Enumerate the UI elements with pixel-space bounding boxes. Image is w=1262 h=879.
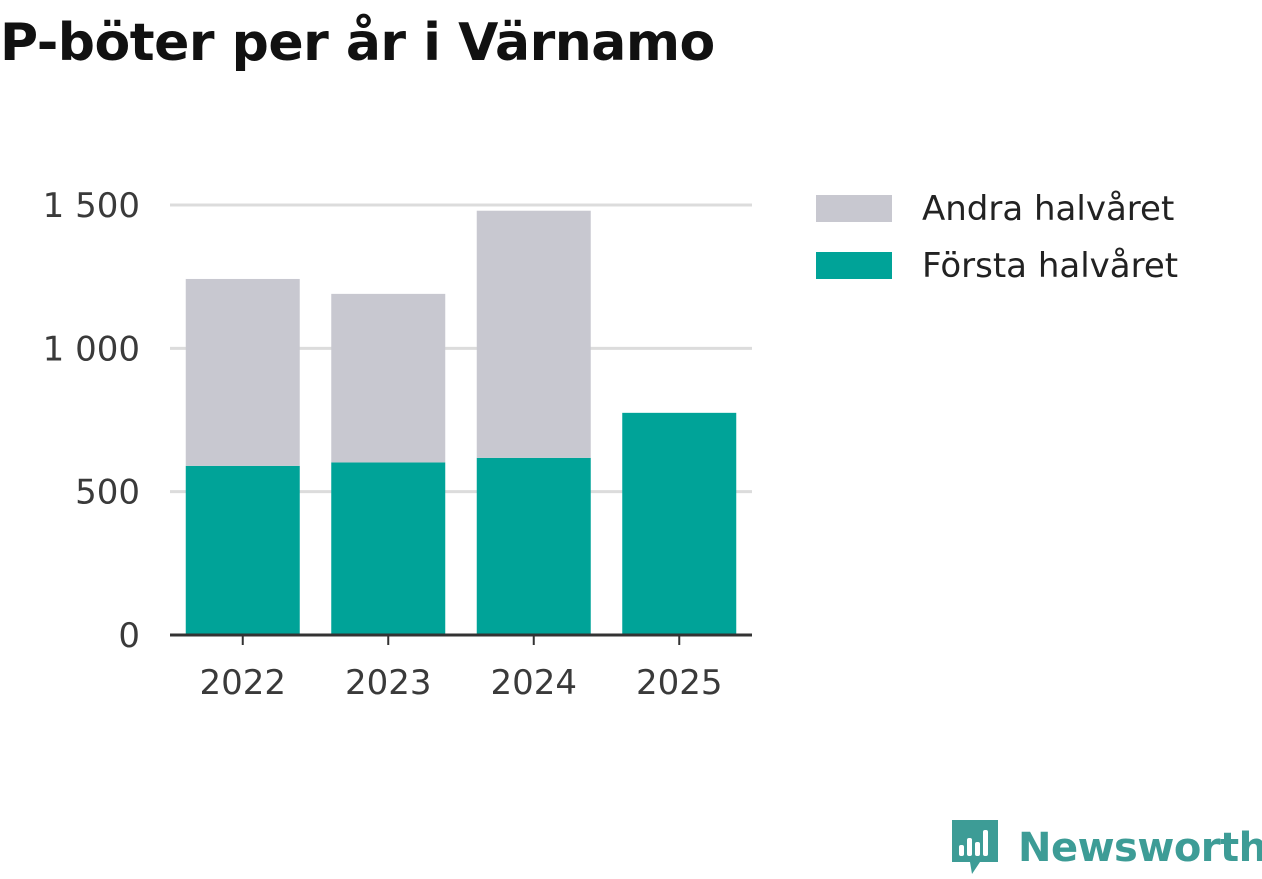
bar-2023-first-half [331,462,446,635]
chart-title: P-böter per år i Värnamo [0,13,715,73]
x-tick-label-2022: 2022 [199,663,286,703]
legend-swatch-second-half [816,195,892,222]
bar-2022-first-half [185,465,300,635]
brand-logo: Newsworthy [950,818,1262,878]
y-tick-label-0: 0 [118,616,140,656]
legend-item-second-half: Andra halvåret [816,180,1178,237]
legend-label-second-half: Andra halvåret [922,188,1175,229]
y-tick-label-1000: 1 000 [43,329,140,369]
y-tick-label-500: 500 [75,473,140,513]
bar-2025-first-half [622,412,737,635]
legend-swatch-first-half [816,252,892,279]
brand-name: Newsworthy [1018,825,1262,871]
y-tick-label-1500: 1 500 [43,186,140,226]
bar-2024-first-half [476,457,591,635]
x-tick-label-2024: 2024 [490,663,577,703]
bar-2023-second-half [331,293,446,463]
bar-2022-second-half [185,278,300,466]
x-tick-label-2023: 2023 [345,663,432,703]
legend-label-first-half: Första halvåret [922,245,1179,286]
x-tick-label-2025: 2025 [636,663,723,703]
legend-item-first-half: Första halvåret [816,237,1178,294]
newsworthy-logo-icon [952,820,998,874]
stacked-bar-chart: 0 500 1 000 1 500 2022 2023 2024 2025 [43,186,752,703]
bar-2024-second-half [476,210,591,458]
chart-legend: Andra halvåret Första halvåret [816,180,1178,294]
